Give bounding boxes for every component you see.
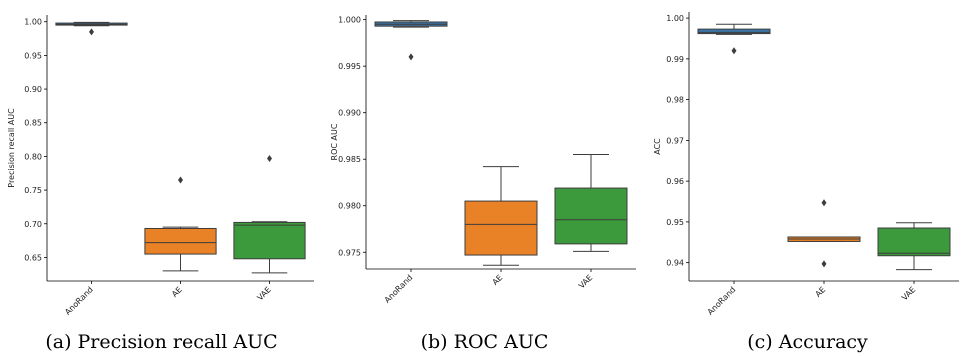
y-tick-label: 0.94 (666, 259, 684, 268)
box-ae (144, 176, 217, 272)
caption-roc-auc: (b) ROC AUC (420, 331, 549, 353)
y-tick-label: 0.80 (24, 152, 42, 161)
x-tick-label: AnoRand (383, 273, 415, 305)
box-vae (233, 154, 306, 274)
y-tick-label: 0.85 (24, 119, 42, 128)
x-tick-label: VAE (577, 273, 594, 290)
y-tick-label: 0.95 (666, 218, 684, 227)
y-tick-label: 0.95 (24, 51, 42, 60)
outlier-point (408, 53, 414, 61)
outlier-point (731, 47, 737, 55)
x-tick-label: AE (491, 273, 505, 287)
outlier-point (821, 199, 827, 207)
y-tick-label: 1.00 (24, 18, 42, 27)
y-tick-label: 0.90 (24, 85, 42, 94)
box-vae (877, 222, 951, 271)
y-axis-label: Precision recall AUC (7, 108, 16, 188)
box-ae (464, 166, 538, 266)
y-tick-label: 0.75 (24, 186, 42, 195)
y-tick-label: 0.995 (338, 62, 361, 71)
outlier-point (821, 260, 827, 268)
panel-accuracy: 0.94 0.95 0.96 0.97 0.98 0.99 1.00 ACC AnoRand AE… (646, 0, 969, 356)
caption-accuracy: (c) Accuracy (747, 331, 868, 353)
panel-roc-auc: 0.975 0.980 0.985 0.990 0.995 1.000 ROC AUC Ano… (323, 0, 646, 356)
y-tick-label: 1.00 (666, 14, 684, 23)
x-tick-label: AnoRand (706, 285, 738, 317)
chart-precision-recall: 0.65 0.70 0.75 0.80 0.85 0.90 0.95 1.00 Precisio… (7, 15, 314, 317)
panel-precision-recall: 0.65 0.70 0.75 0.80 0.85 0.90 0.95 1.00 Precisio… (0, 0, 323, 356)
y-tick-label: 0.990 (338, 109, 361, 118)
box-anorand (374, 20, 448, 61)
x-tick-label: VAE (256, 285, 273, 302)
y-tick-label: 0.985 (338, 155, 361, 164)
box-body (464, 200, 538, 256)
x-tick-label: AnoRand (63, 285, 95, 317)
outlier-point (178, 176, 183, 184)
y-tick-label: 0.975 (338, 248, 361, 257)
y-tick-label: 0.980 (338, 202, 361, 211)
outlier-point (267, 154, 272, 162)
chart-roc-auc: 0.975 0.980 0.985 0.990 0.995 1.000 ROC AUC Ano… (330, 15, 636, 305)
x-tick-label: AE (814, 285, 828, 299)
chart-accuracy: 0.94 0.95 0.96 0.97 0.98 0.99 1.00 ACC AnoRand AE… (653, 12, 959, 317)
box-body (144, 227, 217, 255)
box-body (554, 187, 628, 245)
y-tick-label: 0.96 (666, 177, 684, 186)
y-tick-label: 0.97 (666, 136, 684, 145)
y-tick-label: 1.000 (338, 16, 361, 25)
x-tick-label: AE (170, 285, 184, 299)
caption-precision-recall: (a) Precision recall AUC (45, 331, 278, 353)
box-ae (787, 199, 861, 268)
y-tick-label: 0.99 (666, 55, 684, 64)
y-tick-label: 0.65 (24, 253, 42, 262)
box-anorand (55, 21, 128, 36)
box-body (877, 227, 951, 257)
y-axis-label: ROC AUC (330, 123, 339, 160)
x-tick-label: VAE (900, 285, 917, 302)
outlier-point (89, 28, 94, 36)
box-vae (554, 154, 628, 252)
box-anorand (697, 23, 771, 55)
box-body (233, 221, 306, 260)
y-tick-label: 0.70 (24, 220, 42, 229)
y-axis-label: ACC (653, 138, 662, 155)
y-tick-label: 0.98 (666, 96, 684, 105)
box-body (697, 28, 771, 35)
